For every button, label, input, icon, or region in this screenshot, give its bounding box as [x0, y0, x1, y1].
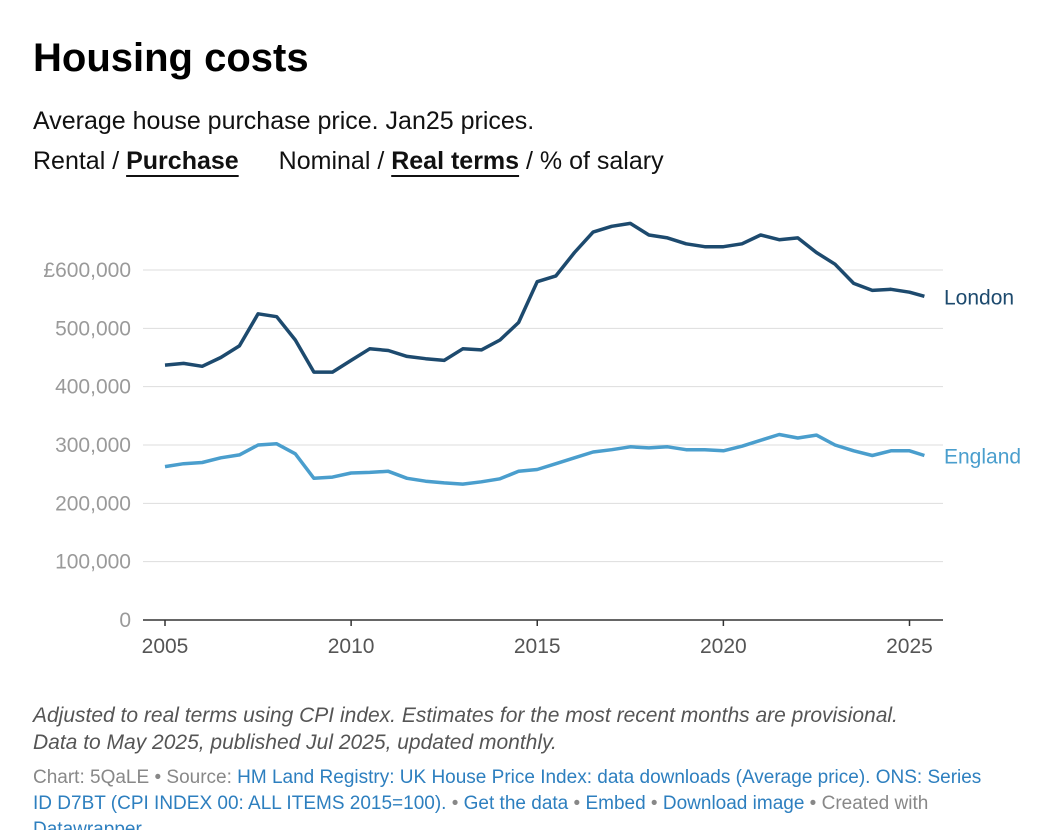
footer-link[interactable]: Download image — [662, 793, 805, 814]
control-option[interactable]: Rental — [33, 147, 106, 175]
footer-link[interactable]: Embed — [585, 793, 646, 814]
separator — [804, 793, 821, 814]
source-link[interactable]: HM Land Registry: UK House Price Index: … — [33, 767, 982, 814]
control-group: NominalReal terms% of salary — [279, 147, 664, 176]
chart: 0 100,000 200,000 300,000 400,000 500,000 £600… — [43, 221, 1021, 658]
footer: Chart: 5QaLE Source: HM Land Registry: UK… — [33, 765, 993, 830]
separator — [446, 793, 463, 814]
credit: Created with — [821, 793, 929, 814]
chart-id: Chart: 5QaLE — [33, 767, 150, 788]
y-tick-label: 500,000 — [55, 317, 131, 340]
controls: RentalPurchase NominalReal terms% of sala… — [33, 147, 664, 176]
source-label: Source: — [166, 767, 232, 788]
chart-subtitle: Average house purchase price. Jan25 pric… — [33, 107, 535, 135]
separator — [646, 793, 663, 814]
series-label: England — [944, 446, 1021, 469]
separator — [568, 793, 585, 814]
control-option[interactable]: % of salary — [519, 147, 664, 175]
y-tick-label: 100,000 — [55, 551, 131, 574]
chart-title: Housing costs — [33, 36, 309, 80]
x-tick-label: 2010 — [328, 635, 375, 658]
separator — [149, 767, 166, 788]
note: Data to May 2025, published Jul 2025, up… — [33, 731, 557, 754]
y-tick-label: £600,000 — [43, 259, 131, 282]
control-group: RentalPurchase — [33, 147, 239, 176]
x-tick-label: 2015 — [514, 635, 561, 658]
notes: Adjusted to real terms using CPI index. … — [33, 702, 898, 756]
x-tick-label: 2020 — [700, 635, 747, 658]
series-line — [164, 221, 925, 374]
footer-link[interactable]: Get the data — [463, 793, 569, 814]
control-option[interactable]: Real terms — [370, 147, 519, 175]
y-tick-label: 400,000 — [55, 376, 131, 399]
control-option[interactable]: Purchase — [105, 147, 239, 175]
x-tick-label: 2025 — [886, 635, 933, 658]
y-tick-label: 300,000 — [55, 434, 131, 457]
y-tick-label: 0 — [119, 609, 131, 632]
series-label: London — [944, 286, 1014, 309]
y-tick-label: 200,000 — [55, 492, 131, 515]
control-option[interactable]: Nominal — [278, 147, 371, 175]
x-tick-label: 2005 — [142, 635, 189, 658]
credit-link[interactable]: Datawrapper — [33, 819, 142, 830]
note: Adjusted to real terms using CPI index. … — [33, 704, 898, 727]
series-line — [164, 432, 925, 486]
